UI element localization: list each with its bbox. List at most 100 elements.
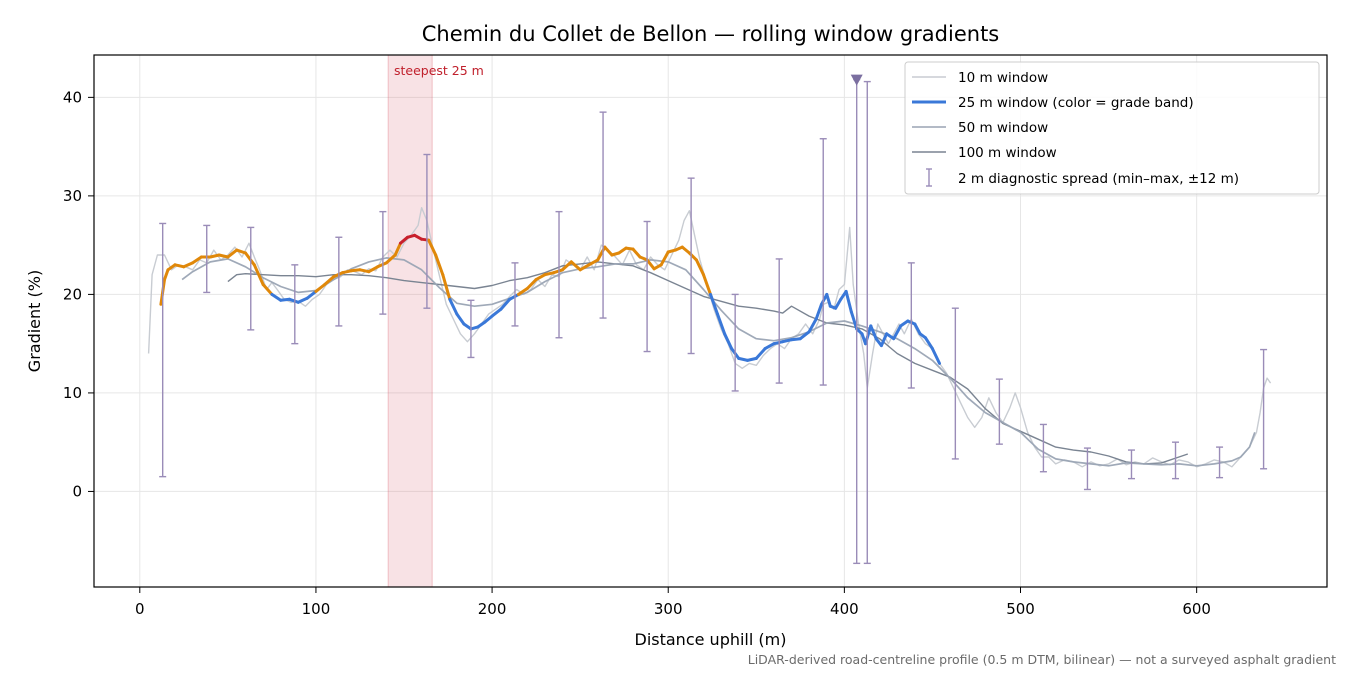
grade-segment-49	[552, 268, 564, 275]
x-axis-label: Distance uphill (m)	[635, 630, 787, 649]
grade-segment-3	[173, 263, 186, 269]
spread-bar-6	[423, 153, 431, 309]
spread-bar-0	[159, 222, 167, 478]
grade-segment-20	[323, 275, 336, 286]
spread-bar-26	[1260, 348, 1268, 470]
grade-segment-21	[332, 271, 344, 279]
grade-segment-37	[455, 312, 466, 326]
grade-segment-53	[587, 258, 600, 267]
grade-segment-34	[434, 253, 445, 277]
y-tick-label-30: 30	[63, 187, 82, 205]
spread-bar-15	[819, 138, 827, 386]
grade-segment-12	[252, 263, 265, 286]
grade-segment-9	[226, 248, 239, 259]
grade-segment-51	[569, 260, 582, 272]
spread-bar-12	[687, 177, 695, 355]
grade-segment-68	[694, 258, 705, 277]
spread-bar-1	[203, 224, 211, 294]
spread-bar-19	[951, 307, 959, 460]
grade-segment-103	[923, 336, 934, 351]
spread-bar-13	[731, 293, 739, 392]
grade-segment-7	[208, 253, 221, 259]
highlight-rect	[387, 54, 433, 588]
y-axis-label: Gradient (%)	[25, 270, 44, 372]
grade-segment-63	[659, 250, 670, 267]
spread-bar-3	[291, 264, 299, 345]
y-tick-label-10: 10	[63, 384, 82, 402]
x-tick-label-600: 600	[1182, 600, 1211, 618]
grade-segment-17	[296, 296, 309, 304]
grade-segment-8	[217, 253, 230, 259]
grade-segment-24	[358, 268, 371, 274]
x-tick-label-0: 0	[135, 600, 145, 618]
spread-bar-22	[1083, 447, 1091, 491]
grade-segment-44	[508, 292, 520, 301]
spread-bar-24	[1172, 441, 1180, 480]
x-tick-label-400: 400	[830, 600, 859, 618]
spread-bar-5	[379, 210, 387, 315]
grade-segment-85	[825, 292, 832, 308]
grade-segment-22	[340, 269, 353, 275]
spread-bar-23	[1127, 449, 1135, 480]
grade-segment-76	[754, 347, 767, 360]
grade-segment-10	[235, 248, 247, 255]
legend-label-spread: 2 m diagnostic spread (min–max, ±12 m)	[958, 171, 1239, 187]
grade-segment-52	[578, 263, 591, 272]
spread-bar-18	[907, 262, 915, 389]
grade-segment-98	[892, 324, 903, 341]
legend-label-50m: 50 m window	[958, 120, 1048, 136]
grade-segment-11	[244, 251, 256, 267]
x-tick-label-300: 300	[654, 600, 683, 618]
grade-segment-1	[163, 268, 170, 282]
grade-segment-26	[376, 261, 388, 269]
spread-bar-8	[511, 262, 519, 327]
grade-segment-50	[561, 260, 573, 272]
max-marker	[850, 74, 863, 86]
legend-label-10m: 10 m window	[958, 70, 1048, 86]
spread-bar-14	[775, 258, 783, 384]
grade-segment-25	[367, 265, 380, 274]
x-tick-label-500: 500	[1006, 600, 1035, 618]
spread-bar-9	[555, 210, 563, 339]
spread-bar-21	[1039, 423, 1047, 473]
grade-segment-101	[913, 322, 922, 336]
grade-segment-29	[399, 235, 409, 245]
y-tick-label-0: 0	[72, 482, 82, 500]
grade-segment-46	[525, 278, 538, 290]
x-axis-ticks: 0 100 200 300 400 500 600	[135, 587, 1211, 618]
grade-segment-89	[844, 289, 853, 314]
grade-segment-79	[781, 338, 793, 344]
grade-segment-70	[709, 292, 719, 316]
grade-segment-27	[384, 253, 397, 265]
highlight-label: steepest 25 m	[394, 63, 484, 78]
marker-layer	[850, 74, 863, 86]
grade-segment-82	[807, 317, 818, 334]
grade-segment-59	[631, 247, 642, 259]
series-line-2	[181, 257, 1256, 467]
spread-bar-10	[599, 111, 607, 319]
legend-box	[904, 61, 1320, 195]
grade-segment-43	[499, 297, 512, 311]
footnote: LiDAR-derived road-centreline profile (0…	[748, 652, 1336, 667]
grade-segment-55	[603, 245, 614, 257]
grade-segment-4	[182, 261, 195, 269]
grade-segment-18	[305, 289, 318, 300]
grade-segment-13	[261, 283, 274, 296]
steepest-25m-band	[387, 54, 433, 588]
grade-segment-93	[864, 324, 873, 346]
grade-segment-75	[746, 356, 758, 362]
legend-label-100m: 100 m window	[958, 145, 1057, 161]
grade-segment-45	[517, 287, 529, 296]
y-tick-label-20: 20	[63, 285, 82, 303]
grade-segment-72	[723, 332, 734, 351]
grade-segment-90	[849, 310, 859, 331]
grade-segment-47	[534, 273, 547, 282]
legend-swatch-spread	[926, 168, 932, 187]
grade-segment-16	[288, 297, 300, 304]
grade-segment-83	[814, 302, 823, 321]
grade-segment-74	[737, 356, 749, 362]
grade-segment-77	[763, 342, 776, 351]
spread-bar-11	[643, 220, 651, 353]
spread-layer	[159, 78, 1268, 565]
